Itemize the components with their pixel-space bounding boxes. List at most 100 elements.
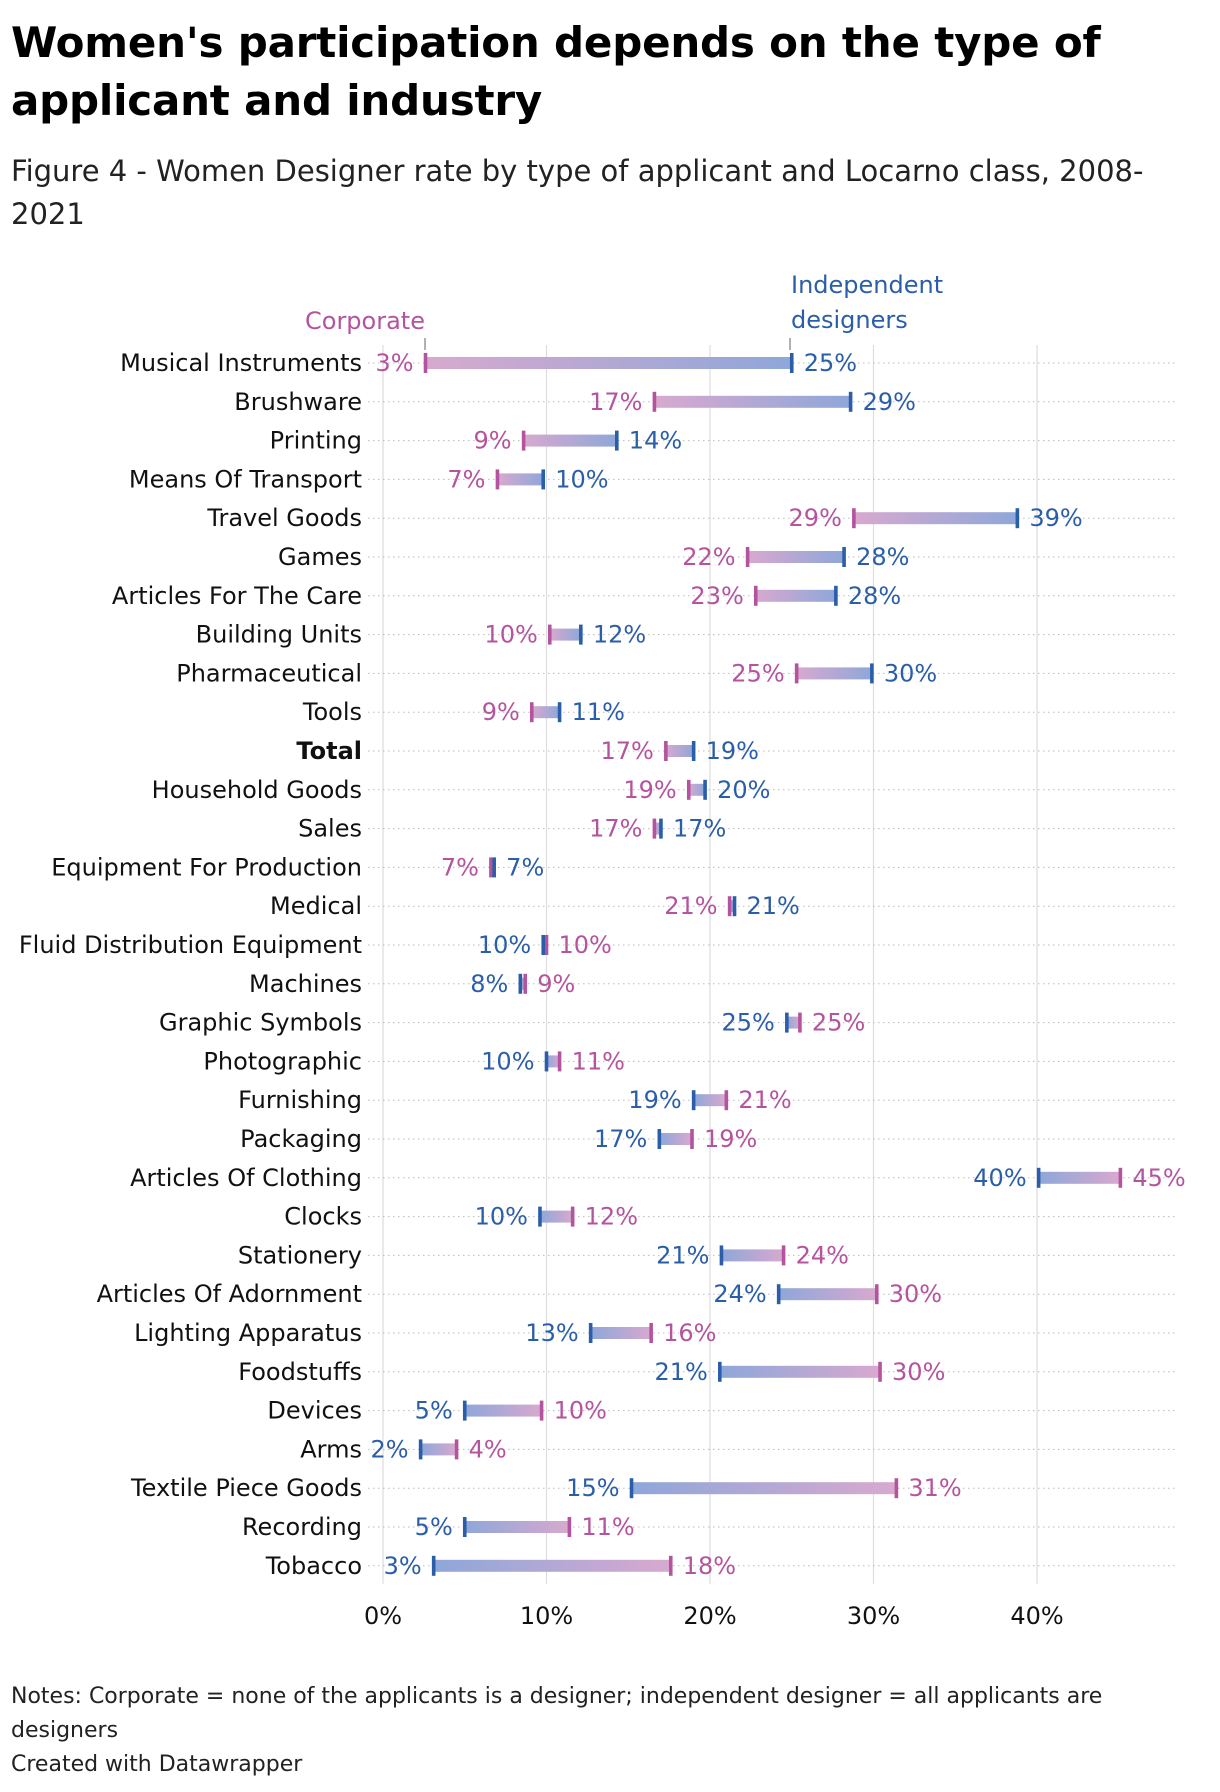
corporate-mark [686, 779, 691, 800]
corporate-mark [781, 1245, 786, 1266]
corporate-mark [544, 935, 549, 955]
category-label: Tobacco [265, 1552, 362, 1580]
independent-value-label: 17% [673, 815, 726, 843]
chart-notes: Notes: Corporate = none of the applicant… [11, 1684, 1103, 1743]
independent-value-label: 19% [706, 737, 759, 765]
range-bar [549, 628, 581, 641]
legend-independent-label: Independent designers [791, 271, 951, 334]
corporate-mark [489, 857, 493, 878]
x-tick-label: 30% [847, 1602, 900, 1630]
range-bar [755, 589, 836, 602]
corporate-value-label: 18% [683, 1552, 736, 1580]
range-bar [665, 745, 694, 757]
chart-row: Printing 9% 14% [270, 427, 1178, 455]
corporate-value-label: 21% [664, 892, 717, 920]
corporate-mark [547, 624, 552, 645]
corporate-mark [495, 469, 500, 490]
range-bar [654, 395, 851, 408]
corporate-mark [567, 1517, 572, 1537]
independent-value-label: 40% [973, 1164, 1026, 1192]
independent-value-label: 21% [654, 1358, 707, 1386]
range-bar [729, 900, 735, 913]
corporate-mark [649, 1323, 653, 1343]
range-bar [546, 1055, 560, 1068]
category-label: Equipment For Production [51, 853, 362, 881]
chart-row: Textile Piece Goods 15% 31% [130, 1474, 1178, 1502]
independent-value-label: 5% [415, 1397, 453, 1425]
range-bar [531, 706, 560, 719]
chart-subtitle: Figure 4 - Women Designer rate by type o… [11, 154, 1144, 231]
independent-value-label: 25% [722, 1009, 775, 1037]
corporate-value-label: 9% [474, 427, 512, 455]
category-label: Games [278, 543, 362, 571]
independent-value-label: 17% [594, 1125, 647, 1153]
corporate-value-label: 16% [663, 1319, 716, 1347]
chart-row: Articles Of Clothing 40% 45% [130, 1164, 1186, 1192]
independent-value-label: 10% [475, 1203, 528, 1231]
category-label: Photographic [203, 1047, 362, 1075]
chart-row: Means Of Transport 7% 10% [129, 465, 1178, 493]
independent-value-label: 2% [371, 1435, 409, 1463]
category-label: Articles For The Care [112, 582, 362, 610]
category-label: Furnishing [238, 1086, 362, 1114]
independent-value-label: 21% [656, 1241, 709, 1269]
range-bar [688, 783, 706, 796]
category-label: Stationery [238, 1241, 362, 1269]
independent-value-label: 10% [555, 465, 608, 493]
category-label: Household Goods [152, 776, 362, 804]
corporate-value-label: 24% [796, 1241, 849, 1269]
chart-row: Equipment For Production 7% 7% [51, 853, 1178, 881]
independent-mark [462, 1517, 467, 1537]
category-label: Arms [300, 1435, 362, 1463]
category-label: Musical Instruments [120, 349, 362, 377]
chart-row: Packaging 17% 19% [240, 1125, 1178, 1153]
chart-row: Devices 5% 10% [267, 1397, 1178, 1425]
independent-value-label: 39% [1029, 504, 1082, 532]
category-label: Total [296, 737, 362, 765]
corporate-value-label: 30% [892, 1358, 945, 1386]
corporate-mark [523, 973, 528, 994]
corporate-value-label: 45% [1132, 1164, 1185, 1192]
chart-row: Medical 21% 21% [270, 892, 1178, 920]
corporate-mark [794, 663, 799, 684]
corporate-mark [539, 1400, 544, 1421]
x-tick-label: 40% [1010, 1602, 1063, 1630]
independent-mark [834, 585, 838, 606]
independent-mark [431, 1555, 436, 1576]
independent-mark [538, 1206, 542, 1227]
independent-value-label: 19% [628, 1086, 681, 1114]
chart-row: Furnishing 19% 21% [238, 1086, 1178, 1114]
chart-row: Photographic 10% 11% [203, 1047, 1178, 1075]
range-bar [520, 977, 526, 990]
independent-value-label: 25% [804, 349, 857, 377]
independent-mark [588, 1323, 593, 1343]
independent-mark [541, 935, 546, 955]
independent-mark [544, 1051, 549, 1072]
independent-mark [842, 547, 846, 567]
legend: Corporate Independent designers [305, 271, 951, 350]
independent-value-label: 30% [884, 659, 937, 687]
corporate-mark [1118, 1167, 1123, 1188]
corporate-value-label: 31% [908, 1474, 961, 1502]
independent-mark [518, 973, 523, 994]
chart-row: Graphic Symbols 25% 25% [159, 1009, 1178, 1037]
x-axis: 0% 10% 20% 30% 40% [364, 1602, 1064, 1630]
category-label: Means Of Transport [129, 465, 362, 493]
chart-row: Stationery 21% 24% [238, 1241, 1178, 1269]
corporate-value-label: 7% [441, 853, 479, 881]
chart-row: Tools 9% 11% [302, 698, 1178, 726]
independent-mark [848, 391, 853, 412]
corporate-value-label: 17% [589, 815, 642, 843]
category-label: Textile Piece Goods [130, 1474, 362, 1502]
chart-row: Fluid Distribution Equipment 10% 10% [19, 931, 1178, 959]
independent-value-label: 14% [629, 427, 682, 455]
category-label: Building Units [196, 621, 362, 649]
corporate-mark [874, 1284, 879, 1305]
category-label: Machines [249, 970, 362, 998]
corporate-mark [894, 1478, 899, 1499]
corporate-value-label: 9% [537, 970, 575, 998]
corporate-mark [798, 1012, 802, 1033]
independent-mark [629, 1478, 634, 1499]
category-label: Fluid Distribution Equipment [19, 931, 362, 959]
chart-row: Foodstuffs 21% 30% [238, 1358, 1178, 1386]
